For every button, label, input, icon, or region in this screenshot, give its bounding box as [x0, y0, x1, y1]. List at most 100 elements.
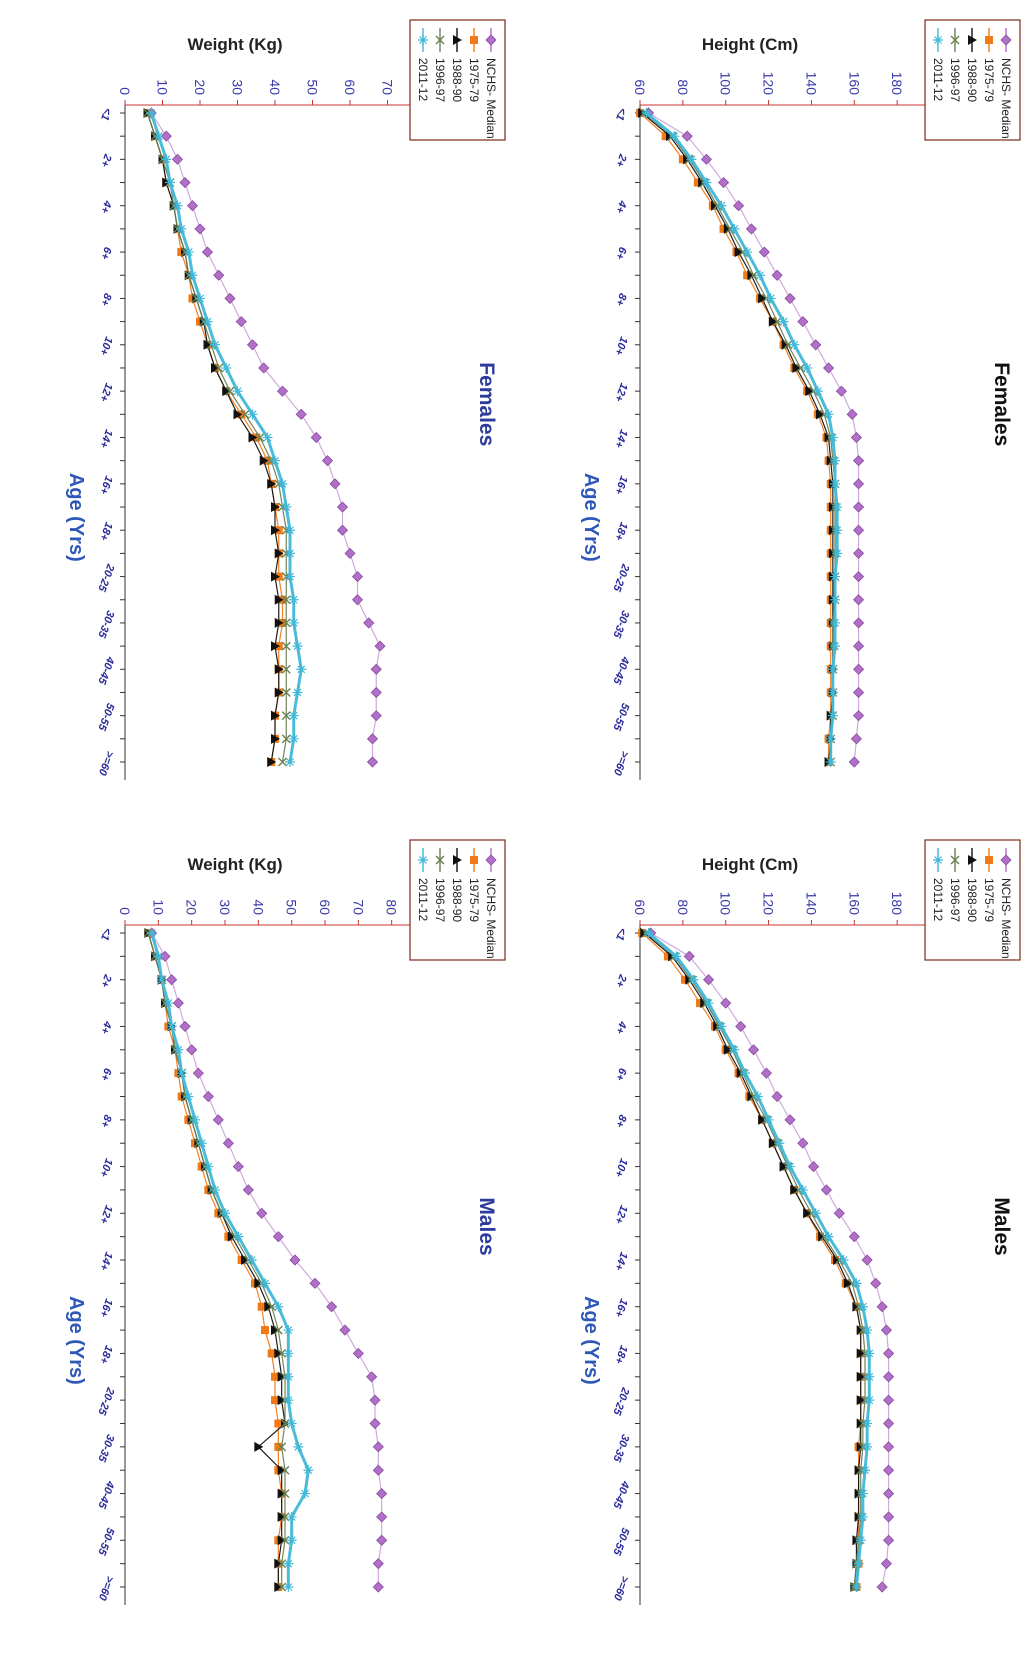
data-point [270, 455, 280, 466]
legend-label: 1988-90 [450, 878, 464, 922]
x-tick-label: 10+ [612, 1157, 630, 1179]
data-point [281, 734, 291, 744]
legend-box [924, 19, 1021, 141]
data-point [271, 525, 280, 536]
data-point [274, 664, 284, 675]
x-tick-label: 20-25 [610, 561, 632, 593]
data-point [369, 1394, 381, 1406]
data-point [280, 1489, 290, 1499]
data-point [277, 1535, 287, 1546]
data-point [681, 130, 693, 142]
x-tick-label: 30-35 [610, 1433, 631, 1464]
data-point [283, 1348, 294, 1359]
data-point [864, 1348, 875, 1359]
data-point [747, 1091, 757, 1102]
data-point [864, 1395, 875, 1406]
data-point [485, 34, 497, 46]
x-tick-label: 30-35 [95, 609, 116, 640]
y-tick-label: 40 [267, 79, 283, 95]
series-5 [641, 108, 843, 767]
data-point [283, 1371, 294, 1382]
data-point [853, 455, 865, 467]
data-point [220, 1208, 230, 1219]
x-tick-label: 14+ [97, 1250, 115, 1272]
data-point [797, 1137, 809, 1149]
data-point [758, 1114, 768, 1125]
data-point [277, 1395, 287, 1406]
x-tick-label: 2+ [613, 151, 629, 168]
data-point [830, 478, 840, 489]
data-point [850, 733, 862, 745]
data-point [202, 1090, 214, 1103]
data-point [827, 687, 838, 698]
data-point [853, 594, 865, 606]
data-point [856, 1325, 866, 1336]
data-point [370, 710, 382, 722]
data-point [274, 548, 284, 559]
x-tick-label: 6+ [613, 245, 629, 261]
x-tick-label: 8+ [613, 1113, 629, 1129]
panel-title: Females [990, 362, 1013, 446]
legend-label: 1975-79 [982, 58, 996, 102]
data-point [271, 1325, 280, 1336]
data-point [285, 525, 295, 536]
data-point [221, 362, 232, 373]
data-point [203, 1161, 214, 1172]
data-point [196, 1138, 207, 1149]
data-point [734, 247, 744, 258]
x-tick-label: 12+ [97, 1203, 115, 1225]
data-point [853, 547, 865, 559]
data-point [688, 974, 699, 985]
data-point [848, 756, 860, 768]
x-tick-label: <1 [98, 106, 114, 122]
data-point [363, 617, 375, 629]
legend-label: NCHS- Median [999, 58, 1013, 139]
data-point [700, 153, 712, 165]
data-point [247, 409, 258, 420]
x-tick-label: 10+ [97, 335, 115, 357]
data-point [749, 270, 759, 280]
x-tick-label: 40-45 [610, 654, 632, 686]
data-point [835, 385, 847, 397]
data-point [213, 269, 225, 281]
data-point [853, 686, 865, 699]
data-point [823, 1231, 834, 1242]
legend-label: 1988-90 [450, 58, 464, 102]
data-point [186, 200, 199, 212]
data-point [248, 432, 258, 443]
data-point [735, 1020, 747, 1032]
data-point [326, 1301, 338, 1313]
y-tick-label: 180 [889, 72, 905, 96]
x-tick-label: 30-35 [95, 1433, 116, 1464]
data-point [372, 1581, 384, 1593]
data-point [222, 1137, 234, 1149]
series-line [641, 112, 834, 763]
data-point [808, 1161, 820, 1173]
data-point [784, 292, 796, 304]
data-point [232, 1161, 244, 1173]
data-point [286, 1535, 297, 1546]
y-tick-label: 120 [761, 72, 777, 96]
data-point [827, 710, 838, 721]
data-point [280, 1465, 290, 1475]
data-point [376, 1511, 388, 1523]
x-axis-title: Age (Yrs) [65, 473, 87, 562]
data-point [288, 710, 299, 721]
data-point [883, 1464, 895, 1476]
data-point [805, 386, 815, 397]
data-point [195, 293, 205, 304]
data-point [883, 1488, 895, 1500]
data-point [214, 363, 224, 373]
data-point [295, 408, 307, 420]
legend-label: 1988-90 [965, 58, 979, 102]
data-point [296, 664, 307, 675]
data-point [274, 1558, 284, 1569]
x-tick-label: 20-25 [95, 561, 117, 593]
data-point [277, 478, 288, 489]
data-point [339, 1324, 351, 1336]
data-point [850, 431, 862, 444]
data-point [240, 409, 250, 419]
data-point [271, 1372, 279, 1381]
data-point [810, 1208, 821, 1219]
